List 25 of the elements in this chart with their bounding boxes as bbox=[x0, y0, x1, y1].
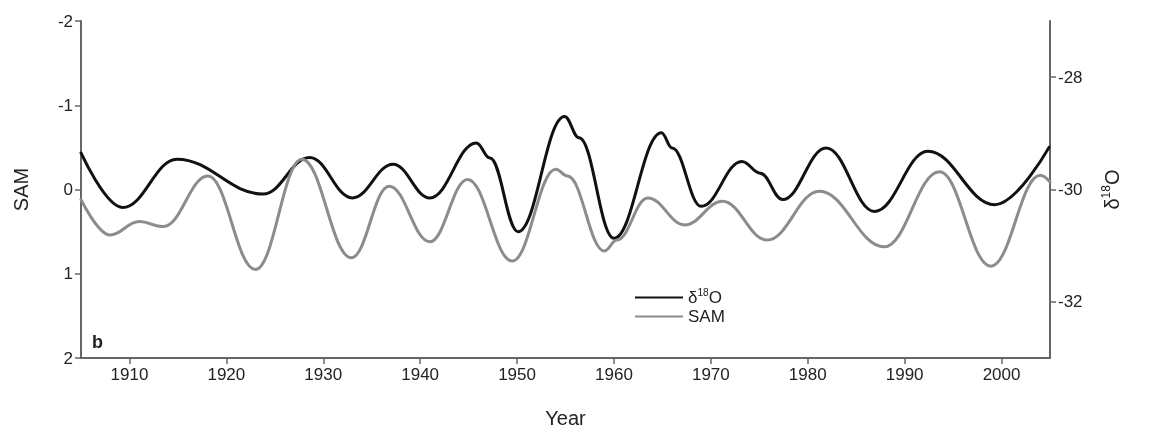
y2-tick-label: -32 bbox=[1058, 292, 1083, 312]
annotation: b bbox=[92, 332, 103, 352]
y-tick-label: 2 bbox=[63, 348, 73, 368]
y2-tick-label: -28 bbox=[1058, 67, 1083, 87]
x-tick-label: 1910 bbox=[110, 365, 149, 384]
line-series bbox=[79, 157, 1052, 272]
x-tick-label: 1970 bbox=[691, 365, 730, 384]
x-tick-label: 1950 bbox=[498, 365, 536, 384]
y-tick-label: 0 bbox=[63, 180, 73, 199]
y-axis-title: SAM bbox=[10, 167, 32, 212]
x-tick-label: 1980 bbox=[788, 365, 827, 384]
x-tick-label: 1920 bbox=[207, 365, 246, 384]
y-tick-label: -1 bbox=[57, 95, 73, 115]
x-tick-label: 1960 bbox=[595, 365, 633, 384]
x-tick-label: 1940 bbox=[401, 365, 440, 384]
x-tick-label: 1990 bbox=[885, 365, 924, 384]
line-series bbox=[79, 114, 1051, 240]
x-tick-label: 1930 bbox=[304, 365, 343, 384]
y-tick-label: -2 bbox=[57, 11, 73, 31]
y-tick-label: 1 bbox=[63, 264, 73, 284]
y2-tick-label: -30 bbox=[1058, 180, 1083, 199]
x-tick-label: 2000 bbox=[982, 365, 1021, 384]
x-axis-title: Year bbox=[545, 407, 587, 429]
legend-label: SAM bbox=[688, 307, 725, 326]
y2-axis-title: δ18O bbox=[1099, 169, 1123, 210]
